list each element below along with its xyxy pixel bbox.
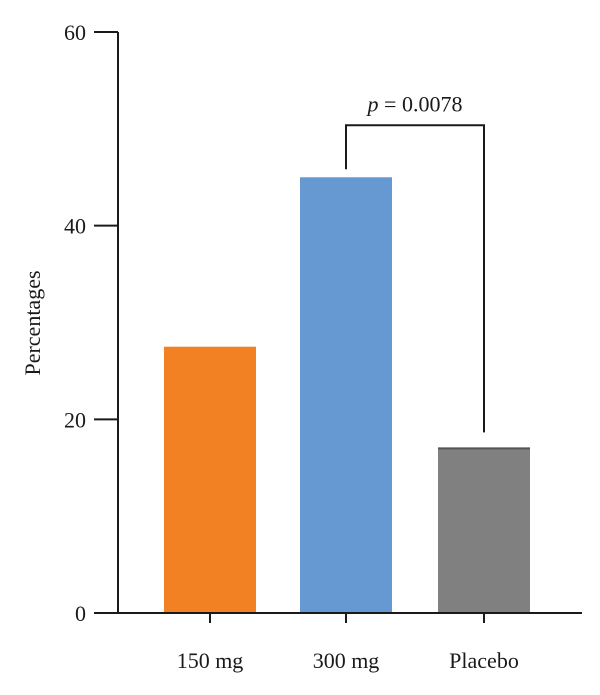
significance-bracket bbox=[345, 124, 485, 433]
x-tick-label: 300 mg bbox=[313, 648, 380, 673]
x-tick-label: Placebo bbox=[449, 648, 519, 673]
x-ticks: 150 mg 300 mg Placebo bbox=[177, 613, 519, 673]
bars-layer bbox=[164, 177, 530, 613]
bar-150-mg bbox=[164, 346, 256, 613]
bar-300-mg bbox=[300, 177, 392, 613]
p-symbol: p bbox=[366, 91, 379, 116]
y-axis-title: Percentages bbox=[20, 270, 45, 375]
y-ticks: 0 20 40 60 bbox=[64, 20, 118, 626]
y-tick-label: 0 bbox=[75, 601, 86, 626]
p-value-label: p = 0.0078 bbox=[366, 91, 463, 116]
y-tick-label: 40 bbox=[64, 214, 86, 239]
y-tick-label: 20 bbox=[64, 407, 86, 432]
x-tick-label: 150 mg bbox=[177, 648, 244, 673]
significance-annotation: p = 0.0078 bbox=[345, 91, 485, 433]
bar-placebo bbox=[438, 448, 530, 613]
axes-layer bbox=[117, 32, 582, 614]
y-tick-label: 60 bbox=[64, 20, 86, 45]
p-value-text: = 0.0078 bbox=[379, 91, 463, 116]
